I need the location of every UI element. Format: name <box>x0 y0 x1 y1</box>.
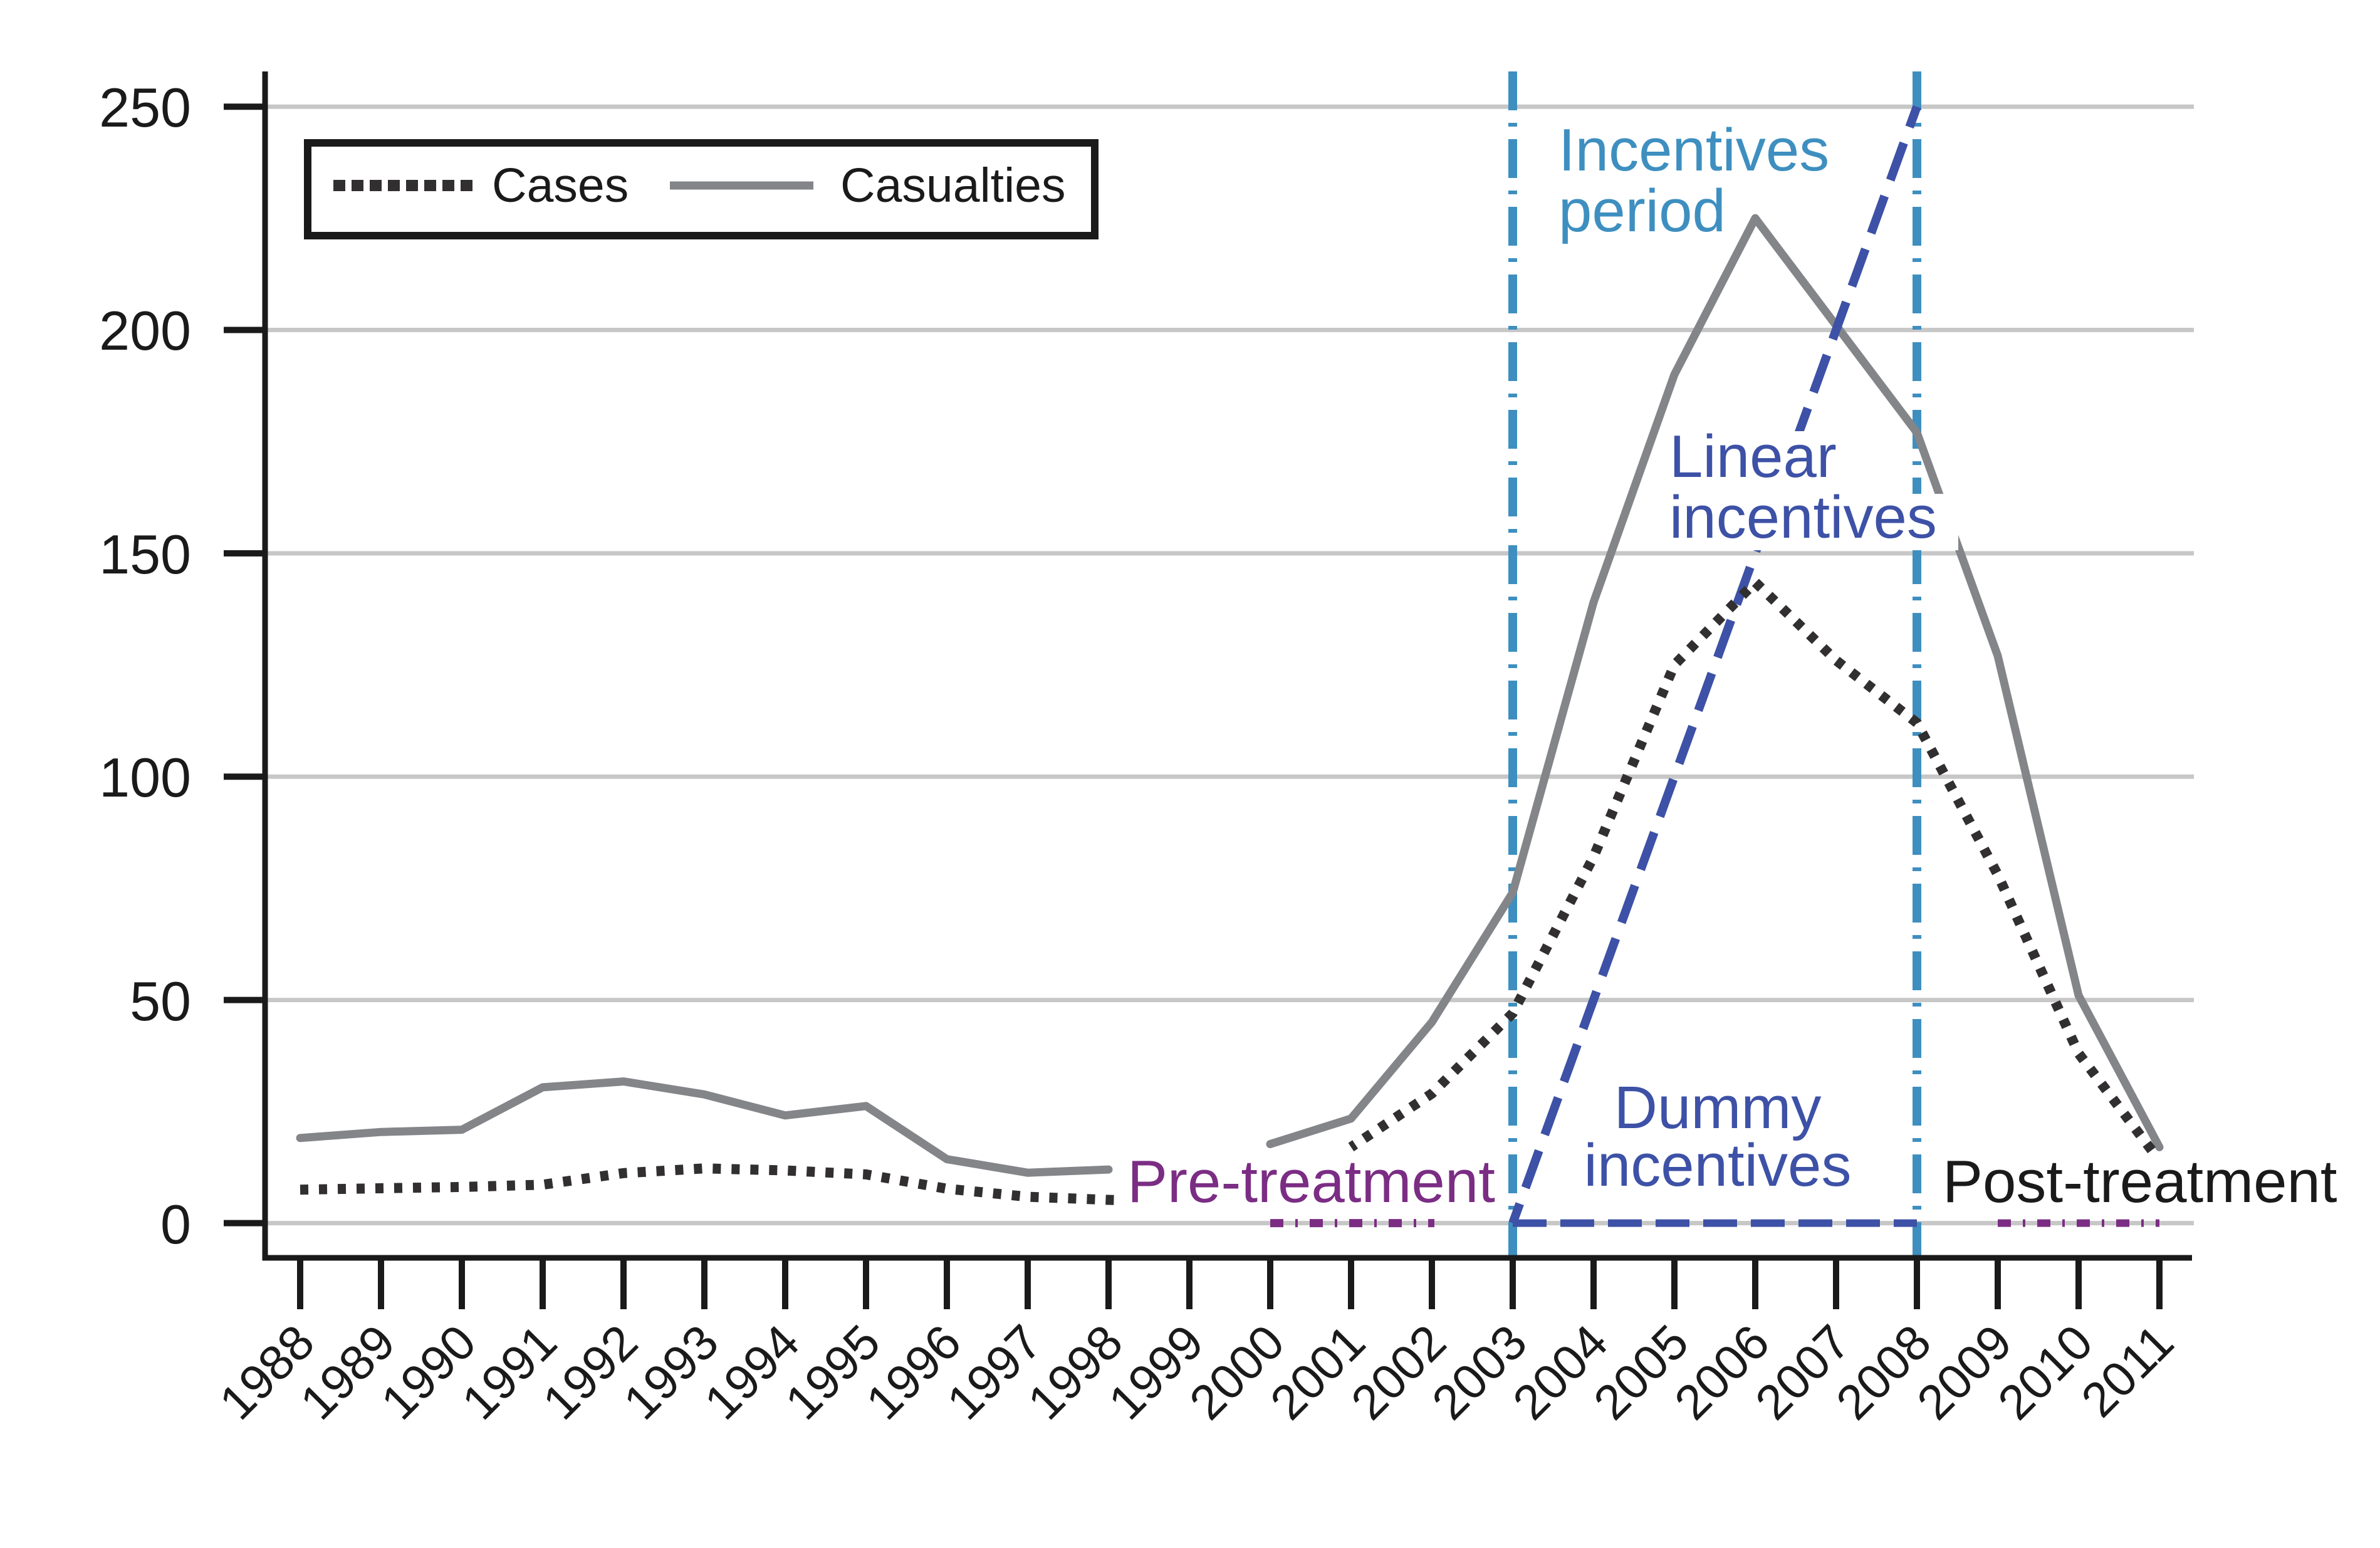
svg-text:50: 50 <box>130 970 191 1032</box>
svg-text:incentives: incentives <box>1669 484 1937 551</box>
svg-text:0: 0 <box>160 1193 191 1255</box>
svg-text:Incentives: Incentives <box>1558 117 1829 184</box>
svg-text:150: 150 <box>99 523 191 585</box>
svg-text:Pre-treatment: Pre-treatment <box>1127 1148 1495 1215</box>
svg-text:200: 200 <box>99 300 191 362</box>
svg-text:incentives: incentives <box>1584 1132 1852 1199</box>
svg-text:period: period <box>1558 177 1726 244</box>
svg-text:Casualties: Casualties <box>840 159 1066 212</box>
svg-text:100: 100 <box>99 746 191 808</box>
svg-text:Cases: Cases <box>492 159 629 212</box>
svg-text:Post-treatment: Post-treatment <box>1943 1148 2337 1215</box>
svg-text:Dummy: Dummy <box>1614 1074 1822 1141</box>
svg-text:250: 250 <box>99 76 191 139</box>
svg-text:Linear: Linear <box>1669 423 1837 490</box>
